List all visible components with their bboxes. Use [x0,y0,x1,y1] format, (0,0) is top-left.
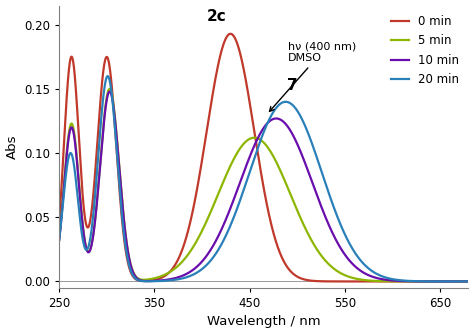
20 min [105,74,110,78]
Text: 2c: 2c [206,9,226,23]
Y-axis label: Abs: Abs [6,135,18,159]
Legend: 0 min, 5 min, 10 min, 20 min: 0 min, 5 min, 10 min, 20 min [387,11,463,90]
0 min [78,170,84,174]
10 min [265,121,271,125]
Line: 0 min: 0 min [59,34,474,282]
Line: 20 min: 20 min [59,76,474,282]
5 min [394,279,400,283]
20 min [472,280,474,284]
20 min [473,280,474,284]
0 min [473,280,474,284]
Text: 7: 7 [287,78,298,93]
0 min [228,32,233,36]
10 min [473,280,474,284]
0 min [254,142,259,146]
10 min [56,238,62,242]
20 min [254,150,259,154]
X-axis label: Wavelength / nm: Wavelength / nm [207,315,320,328]
10 min [394,279,400,283]
20 min [265,121,271,125]
10 min [78,206,84,210]
5 min [107,87,112,91]
10 min [472,280,474,284]
5 min [56,237,62,241]
5 min [472,280,474,284]
5 min [78,205,84,209]
5 min [473,280,474,284]
0 min [472,280,474,284]
20 min [78,225,84,229]
20 min [394,278,400,282]
0 min [56,219,62,223]
Line: 10 min: 10 min [59,92,474,282]
10 min [254,139,259,143]
Line: 5 min: 5 min [59,89,474,282]
0 min [265,206,271,210]
5 min [254,136,259,140]
5 min [265,145,271,149]
0 min [394,280,400,284]
10 min [107,90,112,94]
20 min [56,238,62,242]
Text: hν (400 nm)
DMSO: hν (400 nm) DMSO [270,41,356,111]
